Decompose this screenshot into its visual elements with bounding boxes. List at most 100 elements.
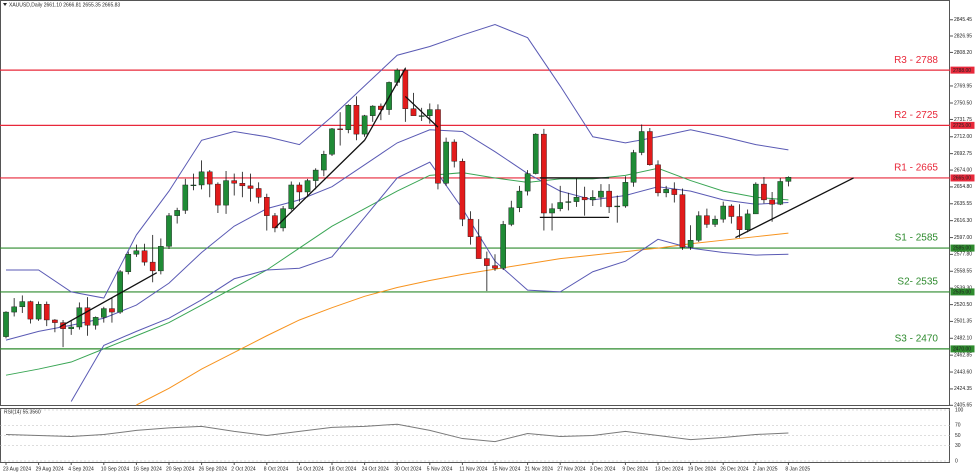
candle-body — [508, 207, 515, 225]
candle-body — [467, 218, 474, 237]
candle-body — [231, 180, 238, 184]
candle-body — [304, 180, 311, 193]
candle-body — [329, 128, 335, 155]
level-label: S3 - 2470 — [895, 334, 939, 345]
candle-body — [777, 181, 784, 205]
candle-body — [761, 183, 767, 201]
y-tick-label: 2462.85 — [954, 352, 972, 358]
x-tick-label: 8 Jan 2025 — [785, 466, 810, 472]
candle-body — [35, 303, 42, 320]
rsi-tick-label: 0 — [955, 458, 958, 464]
candle-body — [109, 308, 115, 313]
level-value-label: 2585.00 — [953, 246, 971, 252]
rsi-tick-label: 100 — [955, 407, 964, 413]
rsi-panel — [0, 408, 950, 463]
rsi-label: RSI(14) 55.3560 — [4, 409, 41, 415]
x-tick-label: 18 Oct 2024 — [329, 466, 356, 472]
rsi-line — [5, 423, 789, 443]
y-tick-label: 2482.10 — [954, 336, 972, 342]
y-tick-label: 2750.50 — [954, 100, 972, 106]
level-value-box — [950, 288, 975, 296]
candle-body — [435, 109, 441, 184]
y-tick-label: 2520.50 — [954, 302, 972, 308]
level-value-box — [950, 121, 975, 129]
candle-body — [492, 265, 498, 269]
candle-body — [663, 189, 669, 194]
candle-body — [174, 210, 180, 216]
level-value-box — [950, 66, 975, 74]
candle-body — [141, 250, 148, 263]
candle-body — [198, 171, 205, 186]
candle-body — [223, 180, 229, 206]
candle-body — [3, 311, 9, 337]
candle-body — [296, 184, 303, 193]
candle-body — [516, 190, 523, 208]
x-tick-label: 26 Sep 2024 — [199, 466, 228, 472]
level-value-label: 2535.00 — [953, 290, 971, 296]
trend-line — [274, 139, 366, 229]
candle-body — [272, 215, 278, 229]
candle-body — [736, 216, 743, 230]
indicator-line — [6, 24, 789, 299]
candle-body — [720, 205, 726, 220]
trend-line — [59, 272, 158, 328]
candle-body — [410, 108, 417, 116]
candle-body — [704, 215, 710, 225]
y-tick-label: 2674.00 — [954, 167, 972, 173]
level-label: R3 - 2788 — [894, 55, 938, 66]
candle-body — [728, 205, 735, 217]
candle-body — [687, 239, 694, 248]
price-panel — [0, 0, 950, 406]
candle-body — [565, 201, 572, 203]
level-value-box — [950, 174, 975, 182]
candle-body — [614, 205, 621, 208]
candle-body — [206, 171, 213, 185]
x-tick-label: 11 Nov 2024 — [459, 466, 487, 472]
y-tick-label: 2845.45 — [954, 17, 972, 23]
candle-body — [312, 169, 319, 181]
candle-body — [92, 317, 99, 326]
symbol-icon — [3, 3, 7, 6]
rsi-tick-label: 30 — [955, 443, 961, 449]
candle-body — [590, 197, 596, 201]
candle-body — [712, 218, 718, 225]
y-tick-label: 2826.95 — [954, 33, 972, 39]
level-label: R2 - 2725 — [894, 110, 938, 121]
level-value-box — [950, 244, 975, 252]
candle-body — [451, 141, 458, 162]
candle-body — [606, 190, 612, 208]
candle-body — [557, 202, 563, 209]
candle-body — [541, 133, 547, 214]
y-tick-label: 2558.55 — [954, 269, 972, 275]
x-tick-label: 5 Nov 2024 — [427, 466, 453, 472]
trend-line — [364, 68, 406, 141]
level-label: R1 - 2665 — [894, 163, 938, 174]
candle-body — [427, 109, 433, 116]
x-tick-label: 29 Aug 2024 — [36, 466, 64, 472]
candle-body — [239, 183, 246, 187]
candle-body — [337, 128, 343, 130]
level-label: S1 - 2585 — [895, 233, 939, 244]
y-tick-label: 2501.35 — [954, 319, 972, 325]
rsi-tick-label: 70 — [955, 423, 961, 429]
candle-body — [264, 197, 270, 216]
y-tick-label: 2443.60 — [954, 369, 972, 375]
candle-body — [475, 236, 482, 259]
trend-line — [735, 177, 854, 239]
y-tick-label: 2577.80 — [954, 252, 972, 258]
y-tick-label: 2731.75 — [954, 117, 972, 123]
candle-body — [182, 184, 189, 211]
candle-body — [581, 197, 588, 201]
candle-body — [158, 246, 164, 272]
y-tick-label: 2712.00 — [954, 134, 972, 140]
candle-body — [744, 213, 751, 230]
level-value-label: 2788.00 — [953, 68, 971, 74]
candle-body — [459, 161, 466, 220]
candle-body — [52, 319, 58, 323]
y-tick-label: 2405.65 — [954, 403, 972, 409]
candle-body — [255, 188, 262, 198]
candle-body — [402, 69, 409, 109]
x-tick-label: 19 Dec 2024 — [688, 466, 717, 472]
y-tick-label: 2769.95 — [954, 83, 972, 89]
